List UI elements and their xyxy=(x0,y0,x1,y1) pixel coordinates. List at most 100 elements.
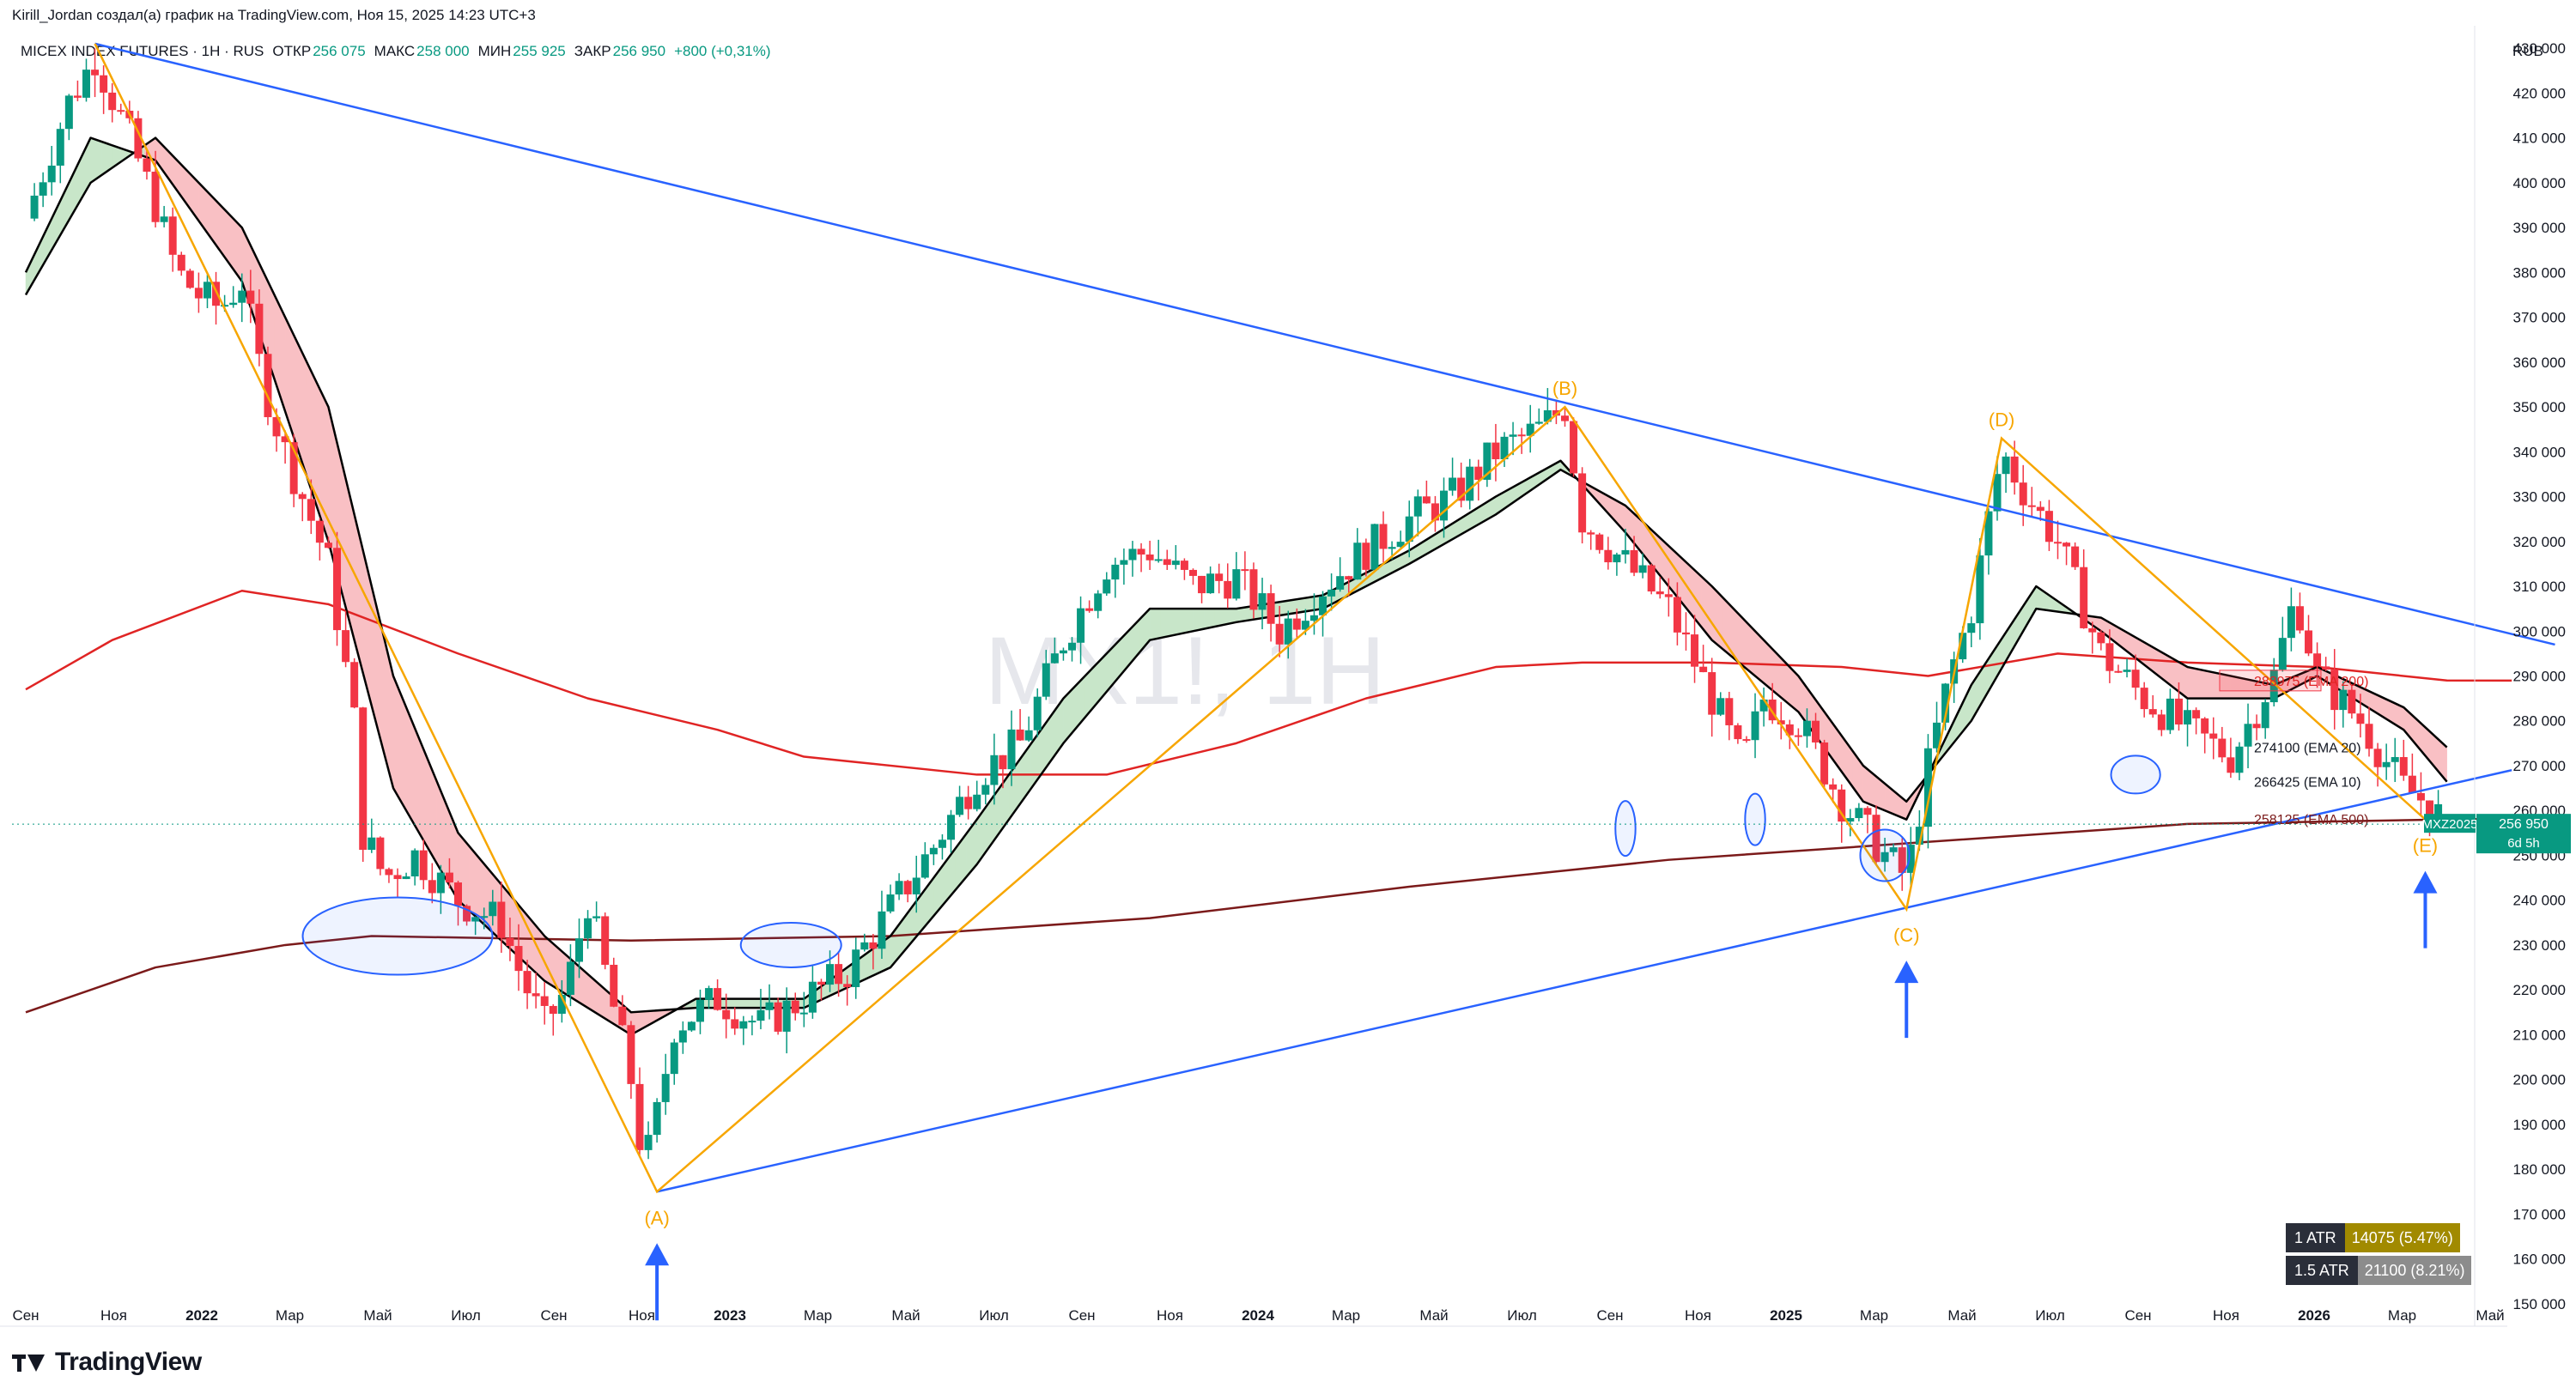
candle-body xyxy=(264,354,272,417)
candle-body xyxy=(385,869,393,876)
x-tick-label: Июл xyxy=(1507,1307,1537,1324)
price-tag-value: 256 950 xyxy=(2499,817,2549,832)
x-tick-label: 2025 xyxy=(1770,1307,1802,1324)
up-arrow-icon xyxy=(2413,870,2438,894)
candle-body xyxy=(1993,474,2002,512)
candle-body xyxy=(1059,650,1067,654)
y-tick-label: 170 000 xyxy=(2513,1206,2566,1222)
candle-body xyxy=(281,436,289,443)
candle-body xyxy=(117,110,125,112)
ema-ribbon-segment xyxy=(1193,608,1205,632)
x-tick-label: Май xyxy=(1947,1307,1976,1324)
x-tick-label: 2022 xyxy=(185,1307,218,1324)
candle-body xyxy=(1449,477,1457,491)
candle-body xyxy=(2261,702,2269,729)
candle-body xyxy=(791,1000,799,1014)
candle-body xyxy=(2157,714,2166,730)
candle-body xyxy=(2399,756,2408,776)
candle-body xyxy=(1534,421,1543,424)
chart-caption: Kirill_Jordan создал(а) график на Tradin… xyxy=(12,7,536,23)
candle-body xyxy=(445,872,453,883)
y-tick-label: 240 000 xyxy=(2513,893,2566,909)
candle-body xyxy=(1863,808,1872,815)
candle-body xyxy=(1431,503,1439,521)
candle-body xyxy=(574,938,583,962)
candle-body xyxy=(229,302,238,306)
wave-label: (D) xyxy=(1989,409,2015,431)
candle-body xyxy=(1198,575,1206,594)
candle-body xyxy=(2002,456,2010,475)
candle-body xyxy=(835,964,843,985)
candle-body xyxy=(2287,606,2295,639)
candle-body xyxy=(2184,710,2192,725)
candle-body xyxy=(2330,670,2339,711)
candle-body xyxy=(333,548,342,631)
candle-body xyxy=(436,872,445,894)
symbol-legend: MICEX INDEX FUTURES · 1H · RUS ОТКР 256 07… xyxy=(21,43,771,60)
tradingview-logo[interactable]: TradingView xyxy=(12,1348,202,1377)
candle-body xyxy=(1050,653,1059,664)
candle-body xyxy=(203,282,211,299)
close-value: 256 950 xyxy=(612,43,666,59)
candle-body xyxy=(91,70,100,76)
candle-body xyxy=(929,847,938,855)
x-tick-label: Ноя xyxy=(1685,1307,1711,1324)
x-tick-label: 2026 xyxy=(2298,1307,2330,1324)
candle-body xyxy=(1604,549,1613,563)
candle-body xyxy=(2227,757,2235,773)
candle-body xyxy=(1309,615,1318,621)
candle-body xyxy=(1812,720,1820,742)
candle-body xyxy=(1085,608,1094,611)
y-tick-label: 160 000 xyxy=(2513,1252,2566,1268)
candle-body xyxy=(221,305,229,307)
candle-body xyxy=(2097,632,2105,644)
y-tick-label: 370 000 xyxy=(2513,310,2566,326)
ema-ribbon-segment xyxy=(727,998,740,1009)
y-tick-label: 390 000 xyxy=(2513,220,2566,236)
candle-body xyxy=(2080,567,2088,628)
candle-body xyxy=(947,815,956,840)
candle-body xyxy=(1855,808,1863,819)
candle-body xyxy=(2373,749,2382,767)
candle-body xyxy=(1292,618,1301,630)
candle-body xyxy=(678,1030,687,1043)
candle-body xyxy=(100,75,108,93)
logo-text: TradingView xyxy=(55,1348,202,1376)
highlight-ellipse xyxy=(739,921,842,968)
ema-ribbon-segment xyxy=(2197,669,2209,699)
x-tick-label: Сен xyxy=(1068,1307,1095,1324)
candle-body xyxy=(826,964,835,985)
candle-body xyxy=(584,918,592,939)
ema-ribbon-segment xyxy=(404,701,416,827)
candle-body xyxy=(748,1021,756,1023)
candle-body xyxy=(497,901,506,938)
candle-body xyxy=(653,1101,661,1136)
wave-label: (A) xyxy=(644,1207,669,1228)
candle-body xyxy=(56,129,64,166)
candle-body xyxy=(2010,456,2019,483)
chart-watermark: MX1!, 1H xyxy=(985,617,1386,724)
x-tick-label: Мар xyxy=(1332,1307,1360,1324)
candle-body xyxy=(1180,561,1188,570)
x-tick-label: Ноя xyxy=(629,1307,655,1324)
highlight-ellipse xyxy=(301,896,494,976)
candle-body xyxy=(1042,663,1050,697)
candle-body xyxy=(2209,733,2218,739)
candle-body xyxy=(644,1135,653,1150)
candle-body xyxy=(393,875,402,880)
candle-body xyxy=(2365,724,2373,749)
candle-body xyxy=(246,290,255,304)
highlight-ellipse xyxy=(1614,800,1637,858)
candle-body xyxy=(1829,784,1838,790)
ticker-tag-text: MXZ2025 xyxy=(2421,817,2477,832)
candle-body xyxy=(635,1083,644,1150)
candle-body xyxy=(956,797,964,815)
candle-body xyxy=(714,988,722,1010)
candle-body xyxy=(1241,569,1249,572)
x-tick-label: Ноя xyxy=(100,1307,127,1324)
y-tick-label: 230 000 xyxy=(2513,937,2566,954)
wave-zigzag xyxy=(94,43,2427,1194)
open-value: 256 075 xyxy=(313,43,366,59)
candle-body xyxy=(774,1002,782,1032)
